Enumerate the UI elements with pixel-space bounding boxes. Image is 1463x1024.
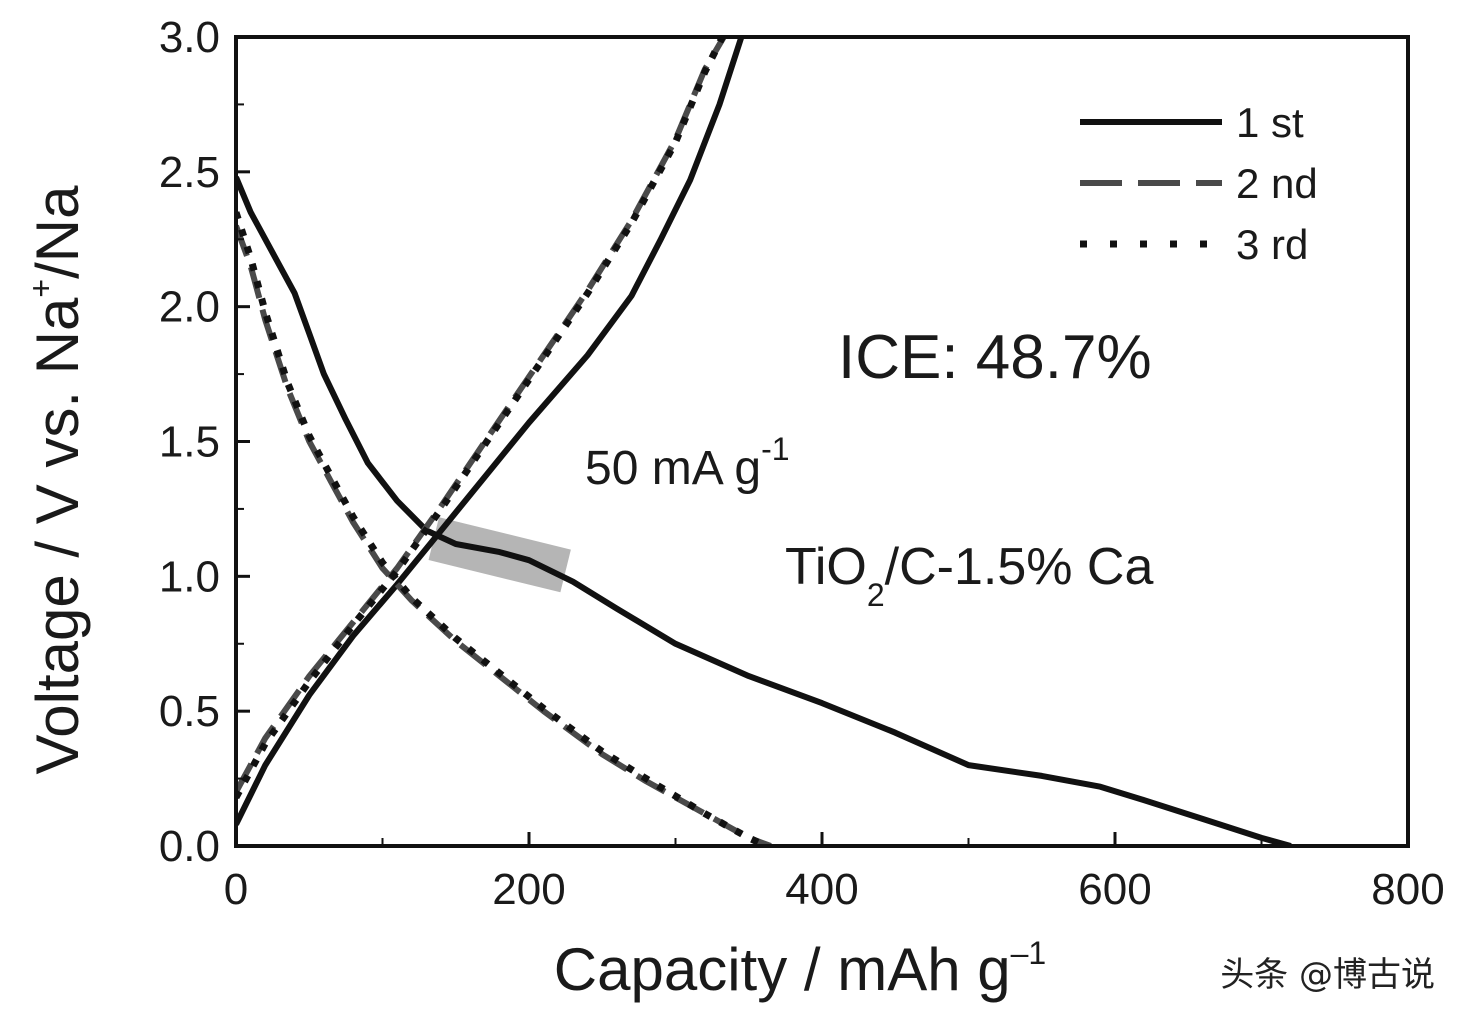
- series-solid-0: [236, 176, 1292, 846]
- series-layer: [236, 37, 1292, 846]
- x-tick-label: 600: [1078, 865, 1151, 914]
- y-tick-label: 2.0: [159, 283, 220, 332]
- x-tick-label: 800: [1371, 865, 1444, 914]
- y-tick-label: 0.5: [159, 687, 220, 736]
- y-tick-label: 2.5: [159, 148, 220, 197]
- x-tick-label: 0: [224, 865, 248, 914]
- y-tick-label: 3.0: [159, 13, 220, 62]
- legend: 1 st 2 nd 3 rd: [1080, 99, 1318, 268]
- x-axis-title: Capacity / mAh g–1: [554, 935, 1046, 1003]
- series-dashed-2: [236, 224, 772, 846]
- series-dotted-5: [236, 37, 726, 800]
- y-tick-label: 1.5: [159, 418, 220, 467]
- series-dashed-3: [236, 37, 727, 794]
- x-tick-label: 400: [785, 865, 858, 914]
- tick-layer: 0 200 400 600 800 0.0 0.5 1.0 1.5 2.0 2.5 3.0: [159, 13, 1445, 914]
- ice-annotation: ICE: 48.7%: [838, 323, 1152, 392]
- series-dotted-4: [236, 211, 768, 846]
- x-tick-label: 200: [492, 865, 565, 914]
- legend-label-1st: 1 st: [1236, 99, 1304, 146]
- watermark: 头条 @博古说: [1220, 955, 1435, 995]
- series-solid-1: [236, 37, 745, 826]
- y-tick-label: 0.0: [159, 822, 220, 871]
- plot-frame: [234, 35, 1410, 848]
- y-axis-title: Voltage / V vs. Na+/Na: [23, 185, 91, 775]
- legend-label-2nd: 2 nd: [1236, 160, 1318, 207]
- material-annotation: TiO2/C-1.5% Ca: [785, 538, 1153, 613]
- legend-label-3rd: 3 rd: [1236, 221, 1308, 268]
- y-tick-label: 1.0: [159, 552, 220, 601]
- current-density-annotation: 50 mA g-1: [585, 431, 790, 495]
